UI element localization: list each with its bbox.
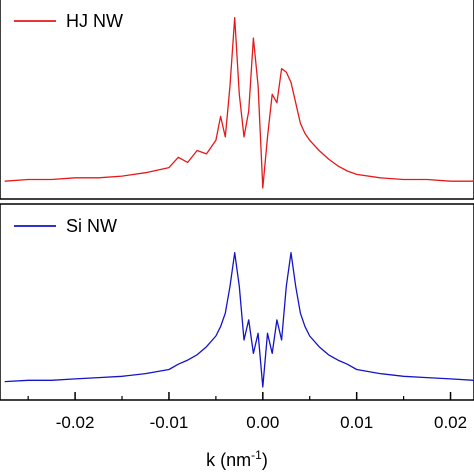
bottom-panel-frame: [0, 203, 474, 401]
x-tick-label: -0.01: [150, 413, 189, 432]
bottom-panel: Si NW: [0, 203, 474, 401]
x-axis: -0.03 -0.02 -0.01 0.00 0.01 0.02: [0, 392, 467, 432]
top-panel-frame: [0, 0, 474, 200]
si-nw-series-line: [4, 252, 474, 388]
top-panel: HJ NW: [0, 0, 474, 200]
x-tick-label: -0.02: [56, 413, 95, 432]
x-tick-label: 0.00: [246, 413, 279, 432]
x-tick-label: -0.03: [0, 413, 1, 432]
x-axis-title-close: ): [262, 450, 268, 470]
si-nw-legend-label: Si NW: [66, 216, 117, 236]
x-tick-label: 0.02: [434, 413, 467, 432]
x-axis-title-superscript: -1: [251, 448, 262, 462]
hj-nw-legend-label: HJ NW: [66, 11, 123, 31]
x-tick-label: 0.01: [340, 413, 373, 432]
x-axis-title: k (nm-1): [206, 448, 268, 470]
x-axis-title-main: k (nm: [206, 450, 251, 470]
hj-nw-series-line: [4, 16, 474, 189]
